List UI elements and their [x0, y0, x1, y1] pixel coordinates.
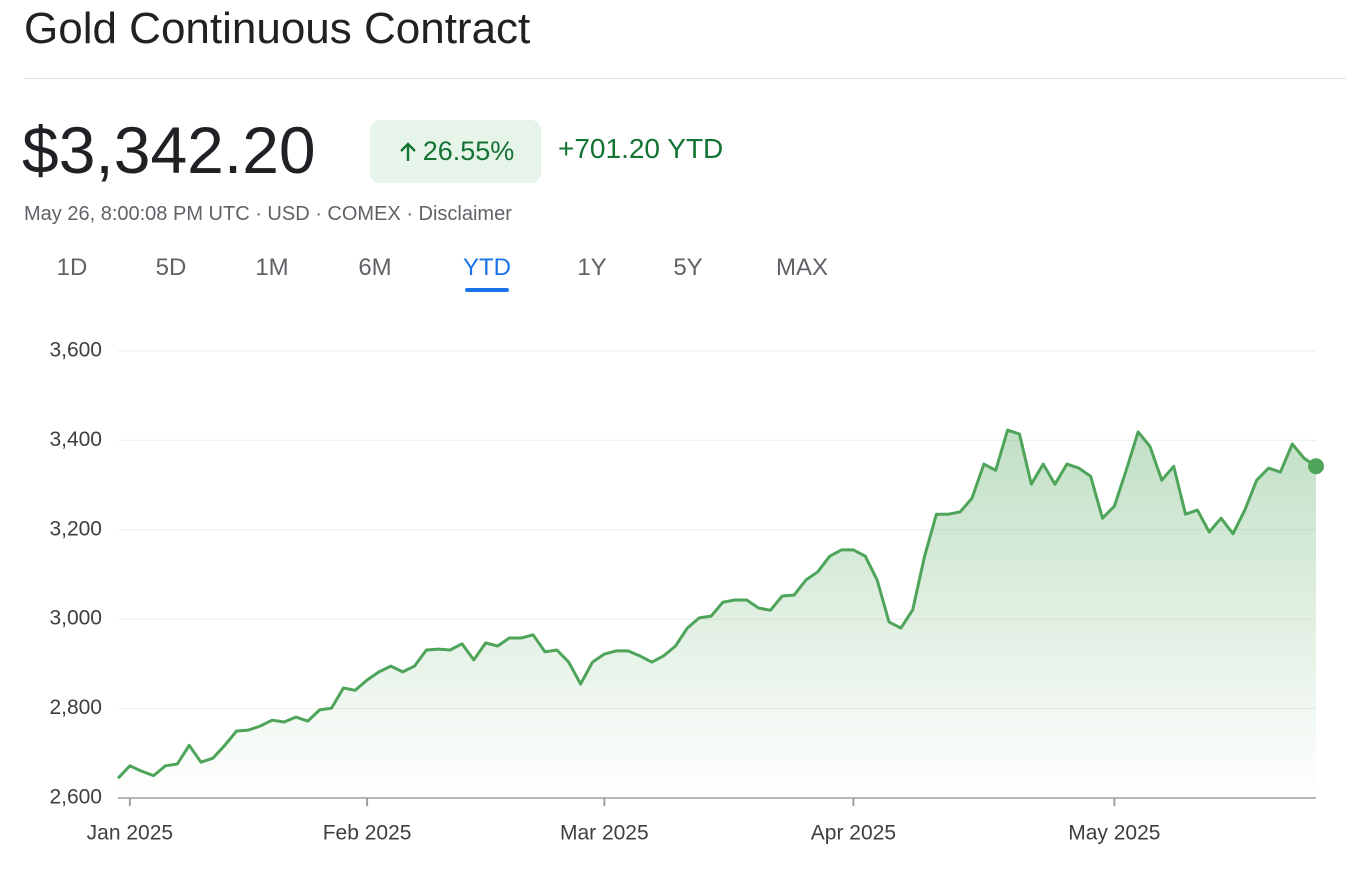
- range-tab[interactable]: 1Y: [577, 254, 607, 281]
- range-tab[interactable]: 5D: [155, 254, 187, 281]
- range-tab[interactable]: 5Y: [673, 254, 703, 281]
- change-value: +701.20 YTD: [558, 133, 724, 164]
- y-tick-label: 3,600: [49, 339, 102, 362]
- change-percent: 26.55%: [422, 136, 515, 166]
- area: [118, 430, 1316, 798]
- y-tick-label: 3,200: [49, 517, 102, 540]
- up-arrow: [399, 141, 416, 161]
- x-tick-label: Feb 2025: [323, 822, 412, 845]
- price: $3,342.20: [22, 113, 316, 187]
- y-tick-label: 2,800: [49, 696, 102, 719]
- range-tab[interactable]: MAX: [775, 254, 829, 281]
- change-badge: 26.55%: [370, 120, 541, 183]
- x-tick-label: Mar 2025: [560, 822, 649, 845]
- y-tick-label: 3,000: [49, 607, 102, 630]
- y-tick-label: 2,600: [49, 786, 102, 809]
- range-tab[interactable]: 1D: [56, 254, 88, 281]
- x-tick-label: Jan 2025: [87, 822, 173, 845]
- title: Gold Continuous Contract: [24, 4, 531, 53]
- range-tab[interactable]: 1M: [255, 254, 289, 281]
- range-tab[interactable]: YTD: [463, 254, 511, 292]
- divider: [24, 78, 1346, 79]
- y-tick-label: 3,400: [49, 428, 102, 451]
- last-point: [1308, 458, 1324, 475]
- range-tab[interactable]: 6M: [358, 254, 392, 281]
- subtitle: May 26, 8:00:08 PM UTC · USD · COMEX · D…: [24, 203, 512, 225]
- x-tick-label: May 2025: [1068, 822, 1160, 845]
- price-line: [116, 428, 1317, 780]
- x-tick-label: Apr 2025: [811, 822, 896, 845]
